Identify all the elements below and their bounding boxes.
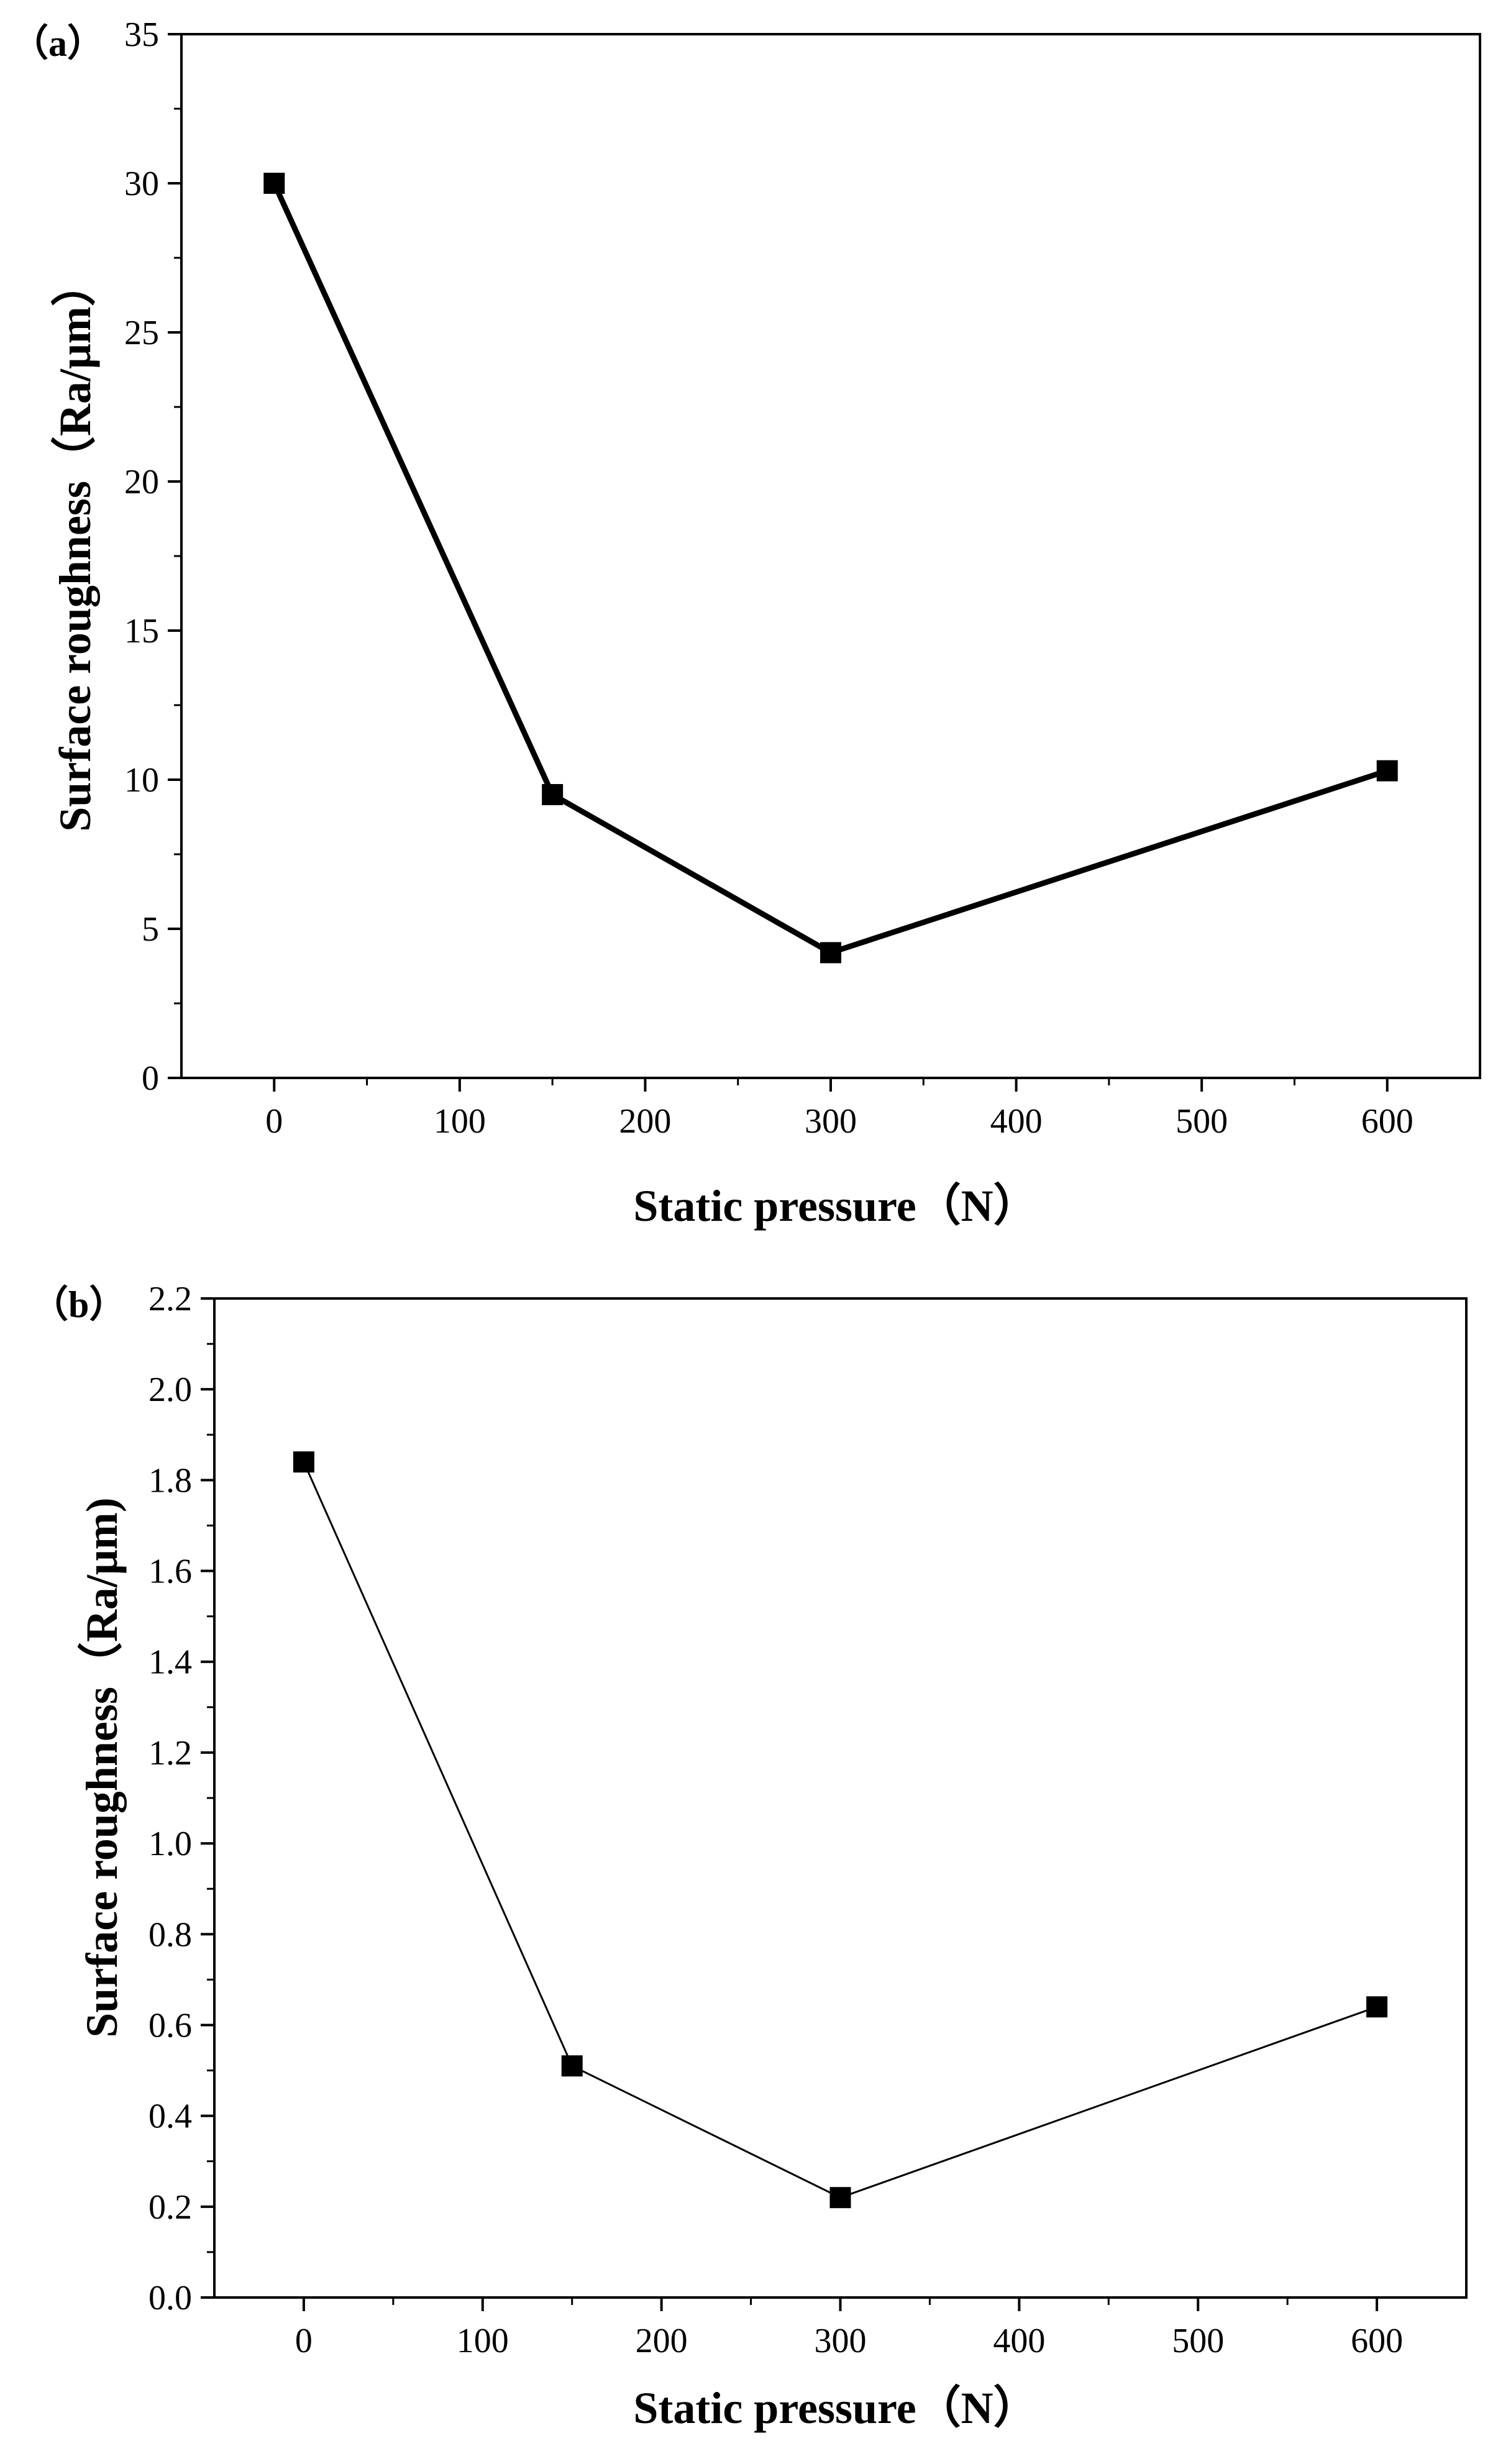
p0-x-tick-label: 500 — [1176, 1102, 1228, 1141]
p0-y-tick-label: 15 — [124, 612, 159, 650]
p1-x-tick-label: 0 — [295, 2322, 313, 2360]
p0-data-point — [263, 173, 285, 194]
p1-data-point — [561, 2055, 583, 2077]
p1-y-tick-label: 2.0 — [148, 1371, 192, 1409]
p1-x-tick-label: 400 — [993, 2322, 1045, 2360]
p0-y-tick-label: 0 — [142, 1059, 159, 1098]
p1-y-tick-label: 0.4 — [148, 2097, 192, 2136]
p1-x-tick-label: 600 — [1351, 2322, 1403, 2360]
p1-y-tick-label: 1.4 — [148, 1643, 192, 1682]
plot-area-b: 0 100 200 300 400 500 600 0.0 0.2 0.4 0.6 0.8 1.0 1.2… — [148, 1280, 1468, 2360]
p0-x-tick-label: 600 — [1361, 1102, 1414, 1141]
chart-panel-b: （b） 0 100 200 300 400 500 600 0.0 0.2 0.4 0.6 0.8 1.… — [31, 1280, 1468, 2433]
panel-label-b: （b） — [31, 1284, 126, 1325]
p1-x-tick-label: 100 — [457, 2322, 509, 2360]
p1-x-tick-label: 500 — [1172, 2322, 1224, 2360]
p0-y-tick-label: 35 — [124, 16, 159, 54]
panel-label-a: （a） — [11, 22, 104, 64]
plot-area-a: 0 100 200 300 400 500 600 0 5 10 15 20 25 30 35 — [124, 16, 1481, 1141]
p1-y-tick-label: 2.2 — [148, 1280, 192, 1318]
p0-data-point — [1376, 760, 1398, 782]
p0-y-tick-label: 20 — [124, 463, 159, 501]
p1-y-tick-label: 0.6 — [148, 2006, 192, 2045]
p1-data-point — [1366, 1996, 1388, 2018]
p1-y-tick-label: 1.0 — [148, 1825, 192, 1863]
p1-data-point — [293, 1451, 314, 1473]
p1-y-tick-label: 1.2 — [148, 1734, 192, 1773]
p1-y-tick-label: 0.2 — [148, 2188, 192, 2227]
y-axis-title-b: Surface roughness（Ra/μm) — [77, 1497, 127, 2037]
p1-y-tick-label: 0.0 — [148, 2279, 192, 2317]
x-axis-title-a: Static pressure（N） — [633, 1181, 1038, 1231]
p1-y-tick-label: 1.6 — [148, 1553, 192, 1591]
p1-y-tick-label: 0.8 — [148, 1915, 192, 1954]
p0-series-line — [272, 182, 1389, 956]
p0-y-tick-label: 30 — [124, 165, 159, 203]
p0-x-tick-label: 400 — [990, 1102, 1043, 1141]
p0-x-tick-label: 200 — [619, 1102, 671, 1141]
p0-y-tick-label: 25 — [124, 314, 159, 352]
p0-y-tick-label: 5 — [142, 910, 159, 949]
p0-y-tick-label: 10 — [124, 761, 159, 800]
p1-data-point — [829, 2187, 851, 2209]
p1-y-tick-label: 1.8 — [148, 1461, 192, 1500]
p0-x-tick-label: 100 — [434, 1102, 486, 1141]
p0-data-point — [820, 942, 841, 964]
chart-panel-a: （a） 0 100 200 300 400 500 600 0 5 10 15 20 25 30 35 St… — [11, 16, 1481, 1231]
p0-x-tick-label: 0 — [265, 1102, 283, 1141]
p0-x-tick-label: 300 — [805, 1102, 857, 1141]
y-axis-title-a: Surface roughness（Ra/μm） — [50, 262, 100, 832]
p0-data-point — [542, 784, 564, 805]
p1-x-tick-label: 300 — [815, 2322, 867, 2360]
p1-x-tick-label: 200 — [636, 2322, 688, 2360]
p1-series-line — [303, 1461, 1377, 2199]
x-axis-title-b: Static pressure（N） — [633, 2383, 1038, 2433]
